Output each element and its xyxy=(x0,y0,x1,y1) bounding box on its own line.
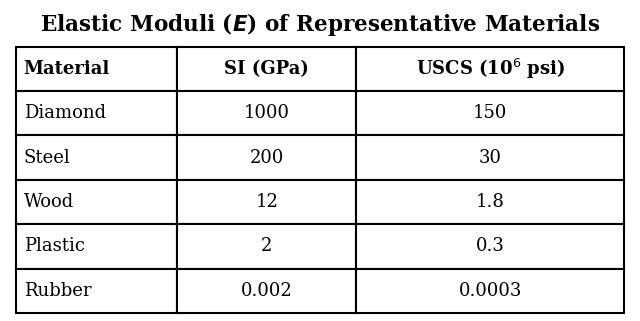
Text: Material: Material xyxy=(24,60,110,78)
Text: Plastic: Plastic xyxy=(24,237,84,256)
Bar xyxy=(177,47,356,91)
Bar xyxy=(356,269,624,313)
Bar xyxy=(16,47,177,91)
Bar xyxy=(356,91,624,135)
Text: Elastic Moduli ($\bfit{E}$) of Representative Materials: Elastic Moduli ($\bfit{E}$) of Represent… xyxy=(40,11,600,38)
Bar xyxy=(177,91,356,135)
Text: Diamond: Diamond xyxy=(24,104,106,122)
Bar xyxy=(16,91,177,135)
Text: 0.3: 0.3 xyxy=(476,237,505,256)
Text: 200: 200 xyxy=(250,149,284,167)
Bar xyxy=(356,224,624,269)
Text: 1000: 1000 xyxy=(244,104,290,122)
Bar xyxy=(356,135,624,180)
Text: 1.8: 1.8 xyxy=(476,193,505,211)
Bar xyxy=(356,180,624,224)
Text: SI (GPa): SI (GPa) xyxy=(225,60,309,78)
Bar xyxy=(177,180,356,224)
Bar xyxy=(16,224,177,269)
Bar xyxy=(16,269,177,313)
Bar xyxy=(177,269,356,313)
Text: 0.0003: 0.0003 xyxy=(458,282,522,300)
Text: 12: 12 xyxy=(255,193,278,211)
Bar xyxy=(16,180,177,224)
Text: Steel: Steel xyxy=(24,149,70,167)
Bar xyxy=(177,224,356,269)
Text: 30: 30 xyxy=(479,149,502,167)
Bar xyxy=(177,135,356,180)
Bar xyxy=(356,47,624,91)
Bar xyxy=(16,135,177,180)
Text: Wood: Wood xyxy=(24,193,74,211)
Text: USCS (10$^6$ psi): USCS (10$^6$ psi) xyxy=(416,57,564,81)
Text: 2: 2 xyxy=(261,237,273,256)
Text: Rubber: Rubber xyxy=(24,282,91,300)
Text: 0.002: 0.002 xyxy=(241,282,292,300)
Text: 150: 150 xyxy=(473,104,508,122)
